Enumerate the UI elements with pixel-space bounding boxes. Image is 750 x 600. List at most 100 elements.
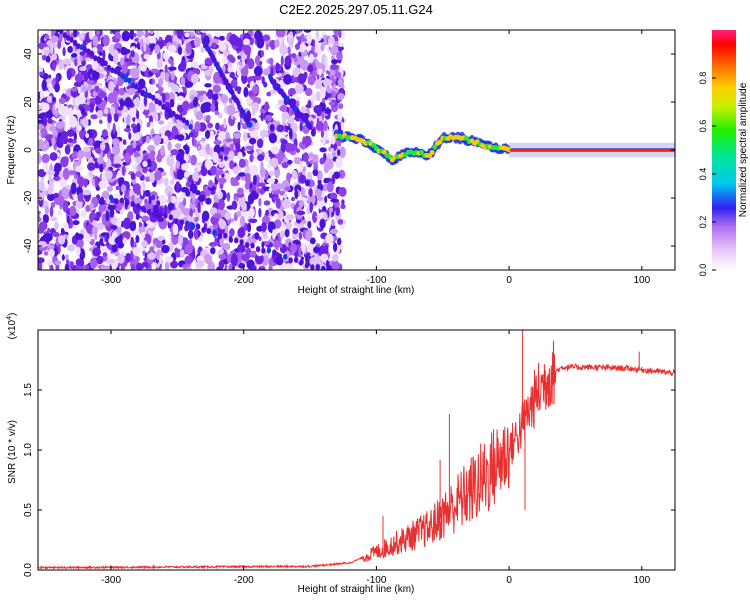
heatmap-noise-cell [255,187,261,194]
heatmap-noise-cell [92,220,97,227]
heatmap-streak-cell [250,242,255,249]
heatmap-noise-cell [91,129,97,139]
heatmap-noise-cell [38,139,45,150]
heatmap-noise-cell [319,218,326,229]
heatmap-noise-cell [132,183,141,194]
heatmap-noise-cell [226,192,231,202]
heatmap-noise-cell [183,152,189,163]
heatmap-noise-cell [176,95,184,101]
heatmap-noise-cell [51,96,57,102]
heatmap-noise-cell [333,171,341,179]
heatmap-noise-cell [324,244,329,254]
heatmap-noise-cell [285,214,295,221]
snr-multiplier: (x104) [6,313,18,340]
heatmap-noise-cell [134,197,143,206]
heatmap-noise-cell [218,99,222,104]
heatmap-noise-cell [228,150,235,160]
heatmap-streak-cell [82,46,88,53]
heatmap-noise-cell [218,154,224,160]
heatmap-noise-cell [107,204,116,211]
heatmap-noise-cell [290,43,294,48]
heatmap-noise-cell [39,179,45,192]
heatmap-noise-cell [258,236,262,242]
heatmap-noise-cell [38,249,43,255]
heatmap-noise-cell [291,53,297,59]
heatmap-noise-cell [47,227,51,234]
heatmap-noise-cell [193,167,199,173]
heatmap-noise-cell [99,163,104,173]
heatmap-noise-cell [202,210,210,222]
heatmap-streak-cell [137,87,142,94]
heatmap-streak-cell [261,247,266,254]
heatmap-noise-cell [285,221,293,230]
heatmap-noise-cell [303,30,312,33]
heatmap-noise-cell [312,52,318,58]
heatmap-noise-cell [87,119,91,126]
heatmap-noise-cell [66,259,70,264]
heatmap-noise-cell [58,136,63,147]
heatmap-noise-cell [54,162,62,173]
chart-title: C2E2.2025.297.05.11.G24 [279,2,433,17]
heatmap-noise-cell [287,116,295,125]
heatmap-noise-cell [63,188,70,200]
heatmap-noise-cell [254,30,263,42]
heatmap-noise-cell [326,93,332,98]
heatmap-noise-cell [324,158,334,170]
heatmap-noise-cell [184,81,193,88]
heatmap-noise-cell [289,31,293,37]
heatmap-noise-cell [280,131,289,136]
heatmap-noise-cell [113,113,119,123]
heatmap-streak-cell [55,30,61,33]
heatmap-noise-cell [38,240,47,248]
heatmap-noise-cell [44,34,50,40]
heatmap-noise-cell [210,103,216,113]
heatmap-noise-cell [188,132,194,138]
heatmap-noise-cell [267,65,271,76]
heatmap-noise-cell [167,141,172,151]
heatmap-noise-cell [169,179,175,185]
heatmap-noise-cell [307,100,312,109]
heatmap-noise-cell [207,122,214,129]
heatmap-noise-cell [287,46,291,55]
heatmap-noise-cell [124,152,131,163]
heatmap-noise-cell [149,30,154,35]
heatmap-noise-cell [275,256,284,266]
heatmap-streak-cell [59,30,64,35]
heatmap-noise-cell [90,257,97,270]
heatmap-noise-cell [224,155,228,162]
heatmap-noise-cell [91,70,100,81]
heatmap-noise-cell [309,257,317,266]
heatmap-noise-cell [163,135,169,146]
heatmap-noise-cell [135,156,142,164]
snr-x-axis-label: Height of straight line (km) [298,584,415,595]
heatmap-noise-cell [284,186,291,191]
heatmap-noise-cell [231,181,240,186]
heatmap-noise-cell [235,174,241,181]
heatmap-noise-cell [242,124,248,130]
heatmap-noise-cell [140,63,147,72]
heatmap-noise-cell [205,197,212,205]
heatmap-noise-cell [102,34,110,47]
heatmap-noise-cell [109,215,117,225]
heatmap-noise-cell [76,124,83,131]
heatmap-noise-cell [258,207,262,218]
x-tick-label: -300 [101,575,121,586]
heatmap-noise-cell [298,199,304,208]
heatmap-noise-cell [326,181,334,193]
heatmap-noise-cell [256,138,264,149]
heatmap-noise-cell [88,30,94,40]
heatmap-noise-cell [53,175,61,181]
heatmap-noise-cell [190,154,197,166]
heatmap-streak-cell [108,194,114,201]
heatmap-noise-cell [277,99,287,105]
heatmap-noise-cell [146,121,151,128]
heatmap-noise-cell [311,93,317,102]
heatmap-noise-cell [338,187,347,197]
heatmap-noise-cell [263,200,271,206]
heatmap-streak-cell [226,82,232,89]
heatmap-noise-cell [193,36,201,48]
heatmap-noise-cell [323,120,328,132]
heatmap-noise-cell [83,178,88,188]
heatmap-x-axis-label: Height of straight line (km) [298,285,415,296]
heatmap-noise-cell [320,42,325,52]
